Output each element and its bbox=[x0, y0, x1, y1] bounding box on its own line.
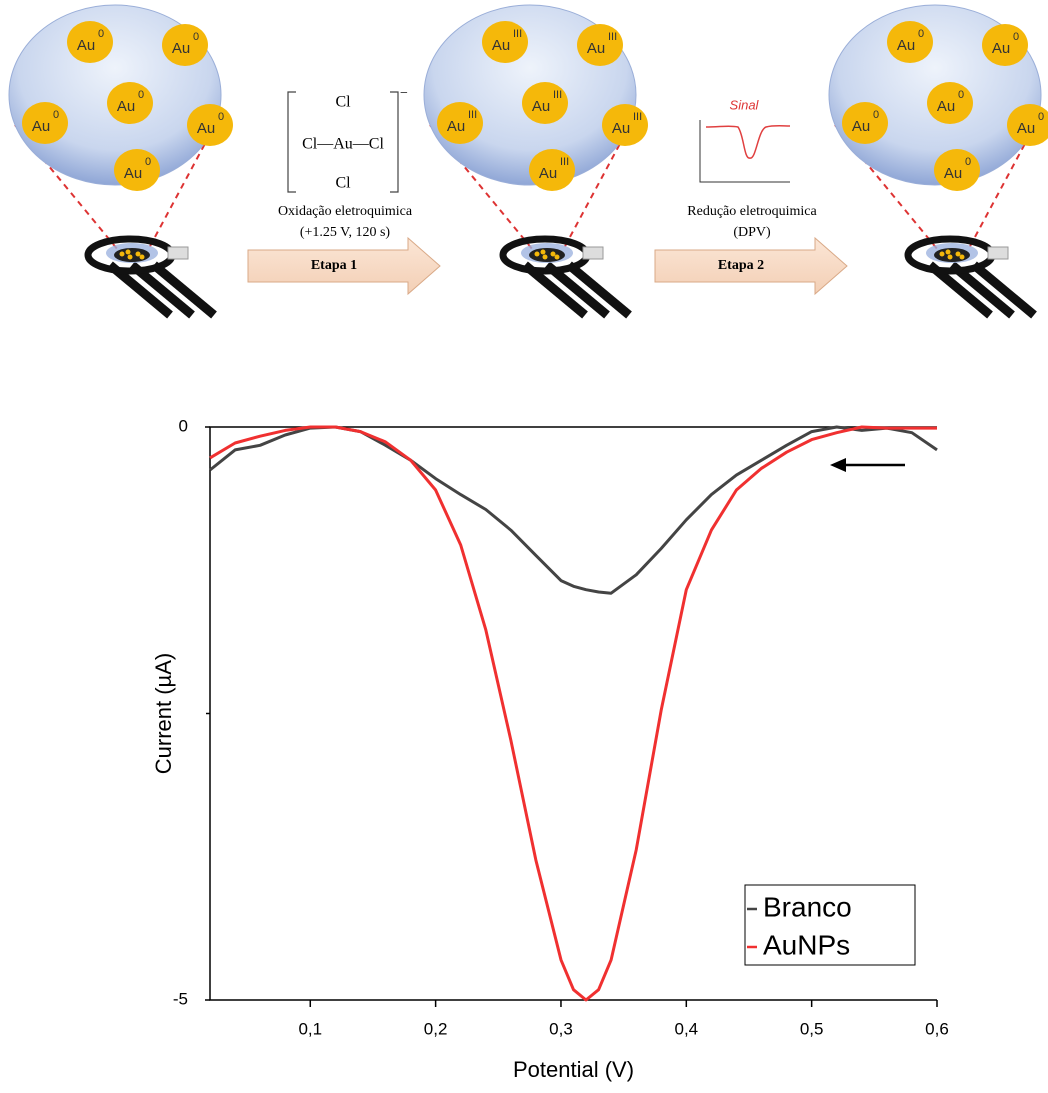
particle-symbol: Au bbox=[32, 118, 50, 135]
chart: -5 0 0,1 0,2 0,3 0,4 0,5 0,6 Potential (V) Curren… bbox=[151, 416, 949, 1081]
particle-symbol: Au bbox=[124, 165, 142, 182]
electrode-center bbox=[934, 248, 970, 262]
nanoparticle-dot bbox=[946, 250, 951, 255]
legend-label: Branco bbox=[763, 891, 852, 922]
nanoparticle-dot bbox=[543, 255, 548, 260]
y-tick-label: -5 bbox=[173, 989, 188, 1008]
complex-top: Cl bbox=[335, 94, 351, 111]
particle-charge: III bbox=[468, 109, 477, 121]
particle-charge: 0 bbox=[965, 156, 971, 168]
particle-symbol: Au bbox=[492, 37, 510, 54]
electrode bbox=[503, 239, 629, 315]
complex-charge: − bbox=[400, 86, 408, 101]
particle-symbol: Au bbox=[117, 98, 135, 115]
electrode bbox=[88, 239, 214, 315]
electrode-center bbox=[529, 248, 565, 262]
particle-symbol: Au bbox=[532, 98, 550, 115]
particle-symbol: Au bbox=[172, 40, 190, 57]
particle-symbol: Au bbox=[897, 37, 915, 54]
particle-symbol: Au bbox=[612, 120, 630, 137]
x-tick-label: 0,5 bbox=[800, 1019, 824, 1038]
particle-symbol: Au bbox=[197, 120, 215, 137]
particle-charge: 0 bbox=[138, 89, 144, 101]
figure: Au0Au0Au0Au0Au0Au0AuIIIAuIIIAuIIIAuIIIAu… bbox=[0, 0, 1048, 1093]
particle-symbol: Au bbox=[944, 165, 962, 182]
electrode bbox=[908, 239, 1034, 315]
nanoparticle-dot bbox=[126, 250, 131, 255]
nanoparticle-dot bbox=[940, 252, 945, 257]
x-axis-label: Potential (V) bbox=[513, 1057, 634, 1082]
particle-charge: 0 bbox=[873, 109, 879, 121]
particle-charge: III bbox=[608, 31, 617, 43]
series-line bbox=[210, 427, 937, 593]
nanoparticle-dot bbox=[555, 255, 560, 260]
particle-charge: 0 bbox=[218, 111, 224, 123]
particle-symbol: Au bbox=[447, 118, 465, 135]
particle-symbol: Au bbox=[937, 98, 955, 115]
particle-charge: 0 bbox=[1038, 111, 1044, 123]
electrode-tab bbox=[583, 247, 603, 259]
page: {"diagram": { "panels": [ {"particles": … bbox=[0, 0, 1048, 1093]
legend-label: AuNPs bbox=[763, 929, 850, 960]
step-description: Redução eletroquimica bbox=[687, 204, 817, 219]
nanoparticle-dot bbox=[128, 255, 133, 260]
electrode-tab bbox=[168, 247, 188, 259]
particle-charge: III bbox=[560, 156, 569, 168]
complex-bottom: Cl bbox=[335, 175, 351, 192]
electrode-tab bbox=[988, 247, 1008, 259]
nanoparticle-dot bbox=[120, 252, 125, 257]
particle-symbol: Au bbox=[77, 37, 95, 54]
nanoparticle-dot bbox=[948, 255, 953, 260]
y-tick-label: 0 bbox=[179, 416, 188, 435]
step-label: Etapa 1 bbox=[311, 258, 357, 273]
scan-arrow-head bbox=[830, 458, 846, 472]
nanoparticle-dot bbox=[956, 252, 961, 257]
nanoparticle-dot bbox=[960, 255, 965, 260]
particle-charge: III bbox=[513, 28, 522, 40]
x-tick-label: 0,3 bbox=[549, 1019, 573, 1038]
step-description: (DPV) bbox=[733, 225, 771, 240]
particle-symbol: Au bbox=[587, 40, 605, 57]
particle-symbol: Au bbox=[992, 40, 1010, 57]
y-axis-label: Current (µA) bbox=[151, 653, 176, 774]
x-tick-label: 0,4 bbox=[674, 1019, 698, 1038]
nanoparticle-dot bbox=[140, 255, 145, 260]
particle-charge: 0 bbox=[98, 28, 104, 40]
particle-symbol: Au bbox=[852, 118, 870, 135]
inset-title: Sinal bbox=[730, 97, 760, 112]
x-tick-label: 0,2 bbox=[424, 1019, 448, 1038]
particle-charge: 0 bbox=[918, 28, 924, 40]
particle-charge: III bbox=[553, 89, 562, 101]
x-tick-label: 0,6 bbox=[925, 1019, 949, 1038]
nanoparticle-dot bbox=[535, 252, 540, 257]
complex-middle: Cl—Au—Cl bbox=[302, 136, 384, 153]
particle-charge: 0 bbox=[193, 31, 199, 43]
electrode-center bbox=[114, 248, 150, 262]
x-tick-label: 0,1 bbox=[298, 1019, 322, 1038]
particle-charge: 0 bbox=[145, 156, 151, 168]
particle-symbol: Au bbox=[539, 165, 557, 182]
signal-inset: Sinal bbox=[700, 97, 790, 182]
gold-complex: Cl Cl—Au—Cl Cl − bbox=[288, 86, 408, 192]
particle-symbol: Au bbox=[1017, 120, 1035, 137]
nanoparticle-dot bbox=[551, 252, 556, 257]
step-label: Etapa 2 bbox=[718, 258, 764, 273]
particle-charge: 0 bbox=[958, 89, 964, 101]
particle-charge: 0 bbox=[1013, 31, 1019, 43]
inset-curve bbox=[706, 126, 790, 158]
step-description: Oxidação eletroquimica bbox=[278, 204, 413, 219]
nanoparticle-dot bbox=[136, 252, 141, 257]
diagram: Au0Au0Au0Au0Au0Au0AuIIIAuIIIAuIIIAuIIIAu… bbox=[9, 5, 1048, 315]
nanoparticle-dot bbox=[541, 250, 546, 255]
step-description: (+1.25 V, 120 s) bbox=[300, 225, 391, 240]
particle-charge: III bbox=[633, 111, 642, 123]
particle-charge: 0 bbox=[53, 109, 59, 121]
